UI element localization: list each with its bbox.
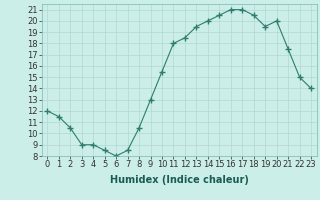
X-axis label: Humidex (Indice chaleur): Humidex (Indice chaleur): [110, 175, 249, 185]
